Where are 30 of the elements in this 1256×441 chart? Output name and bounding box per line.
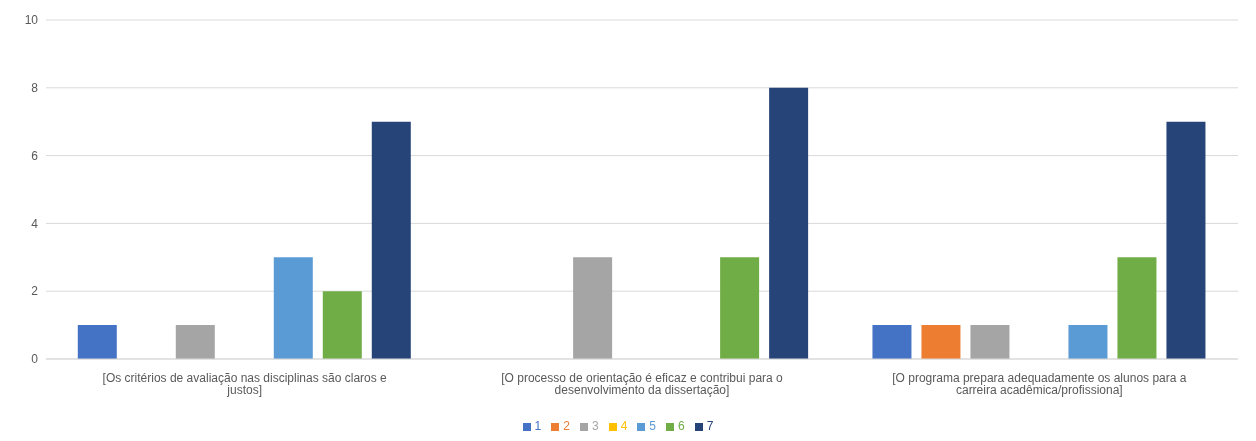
- y-tick-label: 10: [24, 13, 39, 28]
- legend-label: 2: [563, 419, 570, 433]
- y-tick-label: 0: [31, 352, 39, 367]
- x-tick-label: [O programa prepara adequadamente os alunos para a carreira acadêmica/profissiona]: [892, 370, 1187, 397]
- bar: [175, 325, 215, 359]
- y-tick-label: 4: [31, 216, 39, 231]
- y-tick-label: 6: [31, 148, 39, 163]
- bar: [1068, 325, 1108, 359]
- bar: [371, 121, 411, 359]
- legend-label: 1: [534, 419, 542, 433]
- legend-label: 3: [591, 419, 599, 433]
- bar: [273, 257, 313, 359]
- y-tick-label: 8: [31, 81, 39, 96]
- bar: [322, 291, 362, 359]
- x-tick-label: [Os critérios de avaliação nas disciplinas são claros e justos]: [102, 370, 388, 397]
- bar: [573, 257, 613, 359]
- x-tick-label: [O processo de orientação é eficaz e contribui para o desenvolvimento da dissertação]: [501, 370, 784, 397]
- y-tick-label: 2: [31, 284, 39, 299]
- bar: [921, 325, 961, 359]
- legend-label: 4: [620, 419, 628, 433]
- bar: [1166, 121, 1206, 359]
- legend-label: 6: [678, 419, 685, 433]
- bar: [872, 325, 912, 359]
- bar: [77, 325, 117, 359]
- bar: [769, 87, 809, 359]
- legend-label: 5: [649, 419, 657, 433]
- bar: [970, 325, 1010, 359]
- bar: [720, 257, 760, 359]
- bar: [1117, 257, 1157, 359]
- legend-label: 7: [706, 419, 714, 433]
